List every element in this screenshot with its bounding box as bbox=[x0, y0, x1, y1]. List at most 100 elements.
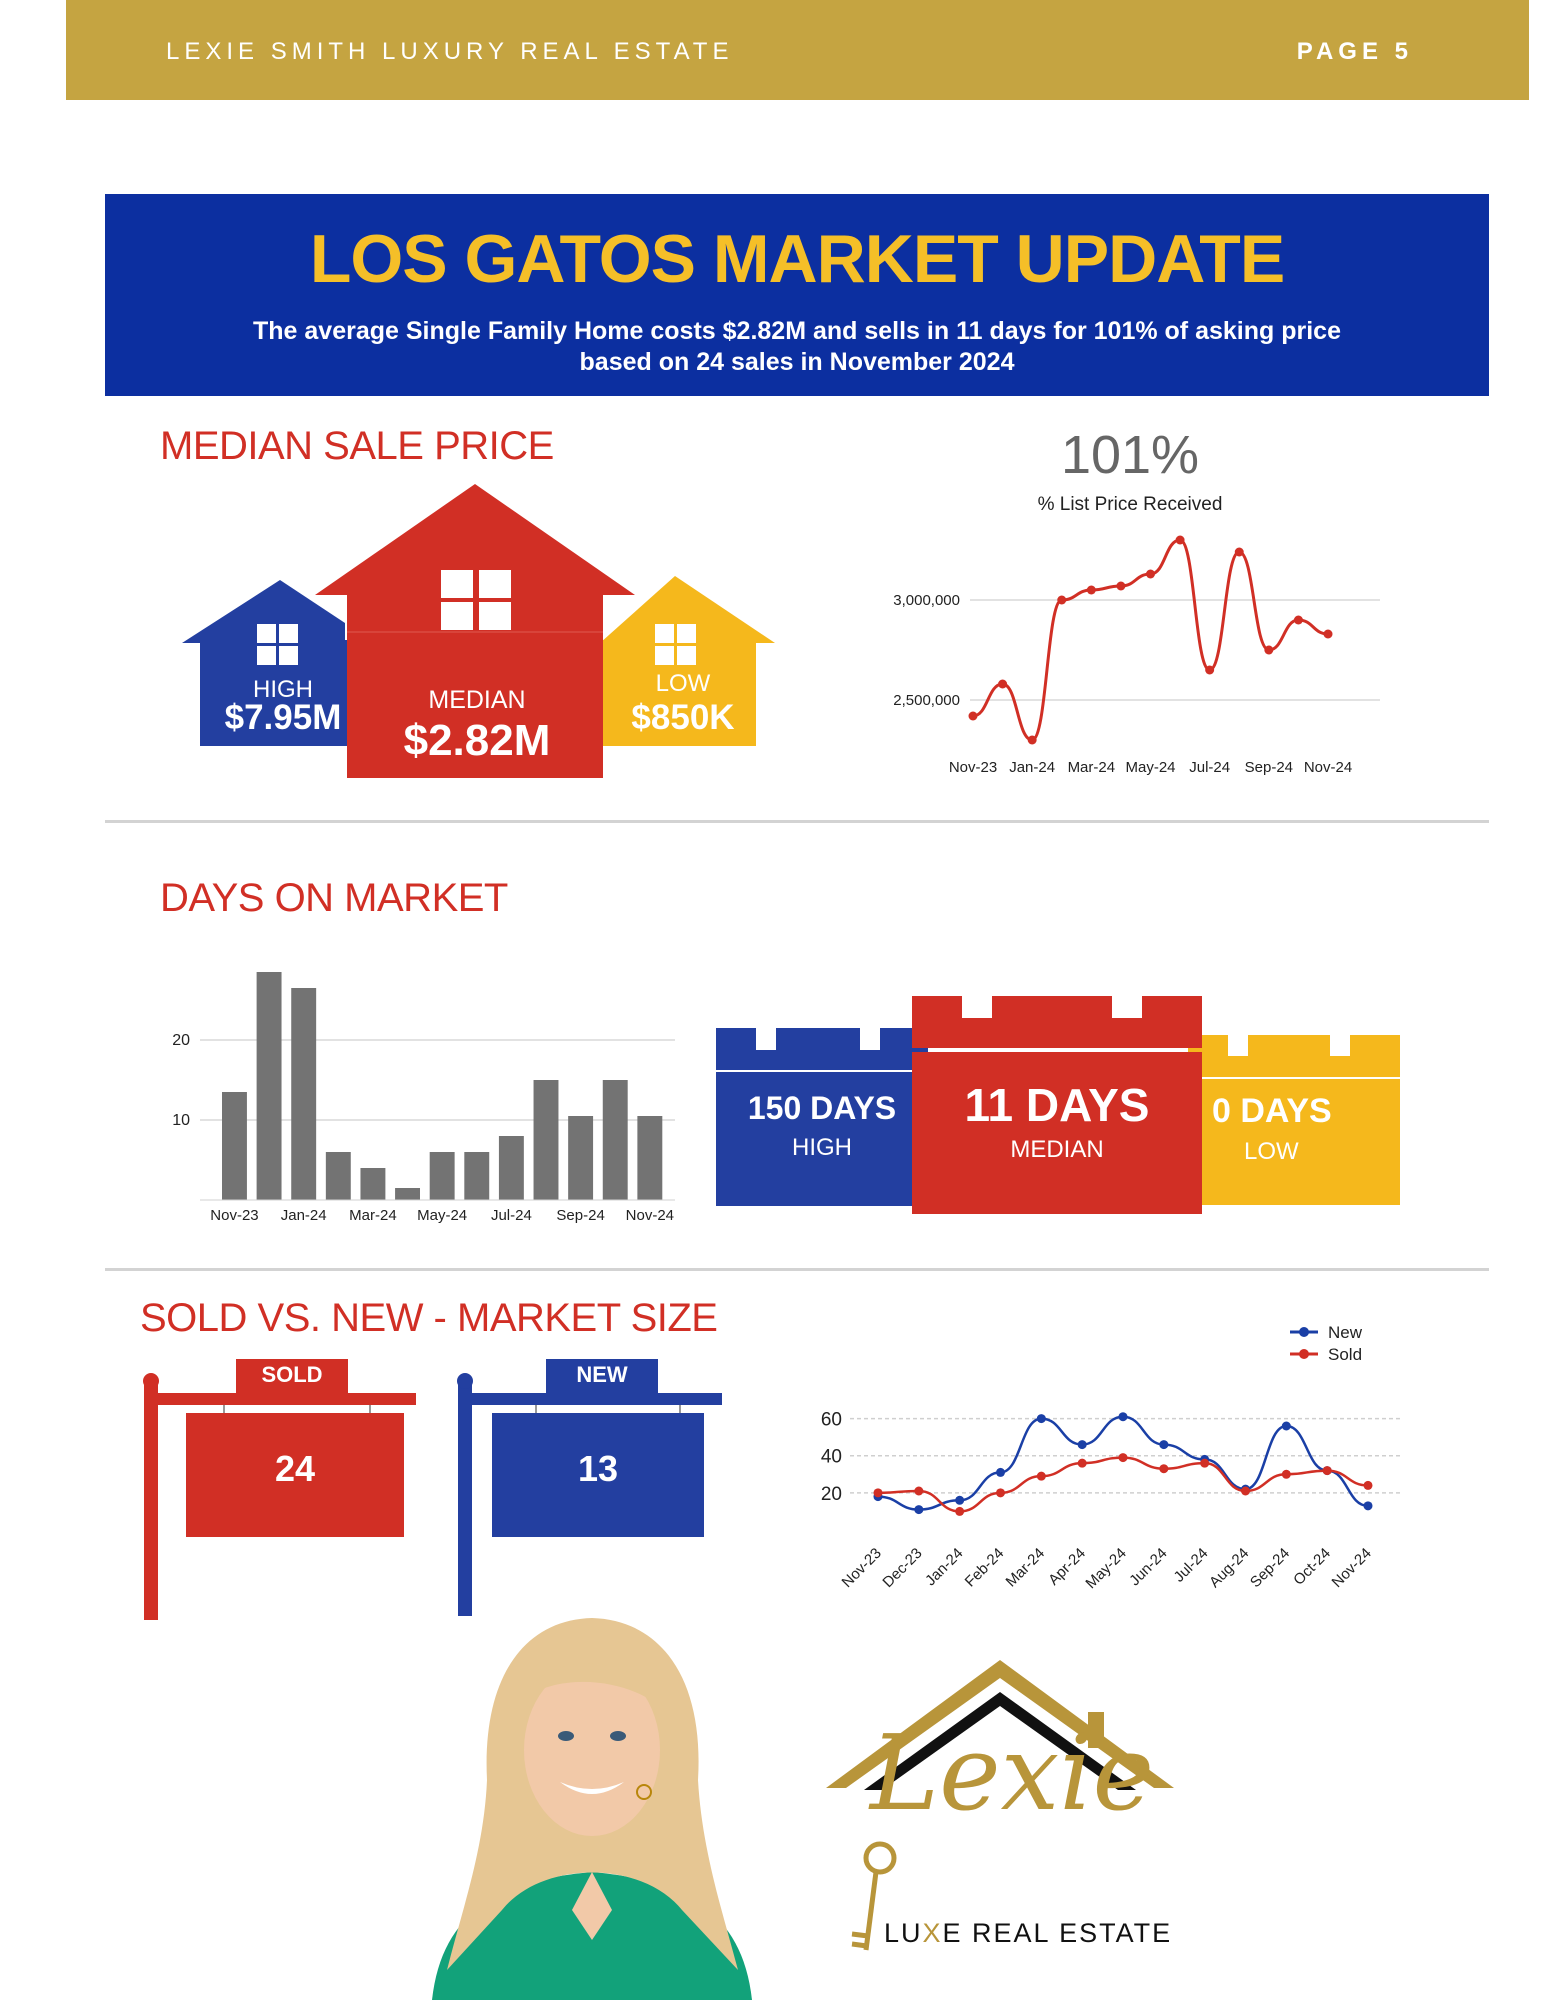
point-sold bbox=[955, 1506, 965, 1516]
x-tick-label: Jun-24 bbox=[1126, 1545, 1170, 1589]
banner-title: LOS GATOS MARKET UPDATE bbox=[309, 221, 1285, 297]
low-calendar-body bbox=[1188, 1079, 1400, 1205]
new-label: NEW bbox=[576, 1362, 628, 1387]
days-on-market-title: DAYS ON MARKET bbox=[160, 876, 508, 920]
x-tick-label: Jan-24 bbox=[281, 1207, 327, 1224]
median-price-value: $2.82M bbox=[403, 716, 551, 765]
x-tick-label: Nov-24 bbox=[626, 1207, 674, 1224]
divider-1 bbox=[105, 820, 1489, 823]
list-price-caption: % List Price Received bbox=[1037, 494, 1223, 515]
bar bbox=[498, 1136, 524, 1200]
sold-value: 24 bbox=[274, 1448, 316, 1489]
new-sign-board bbox=[492, 1413, 704, 1537]
low-house-roof bbox=[600, 576, 775, 643]
banner-subtitle-line1: The average Single Family Home costs $2.… bbox=[253, 317, 1341, 345]
y-tick-label: 10 bbox=[172, 1112, 190, 1129]
high-calendar-body bbox=[716, 1072, 928, 1206]
high-days-value: 150 DAYS bbox=[747, 1090, 897, 1126]
high-calendar-top bbox=[716, 1028, 928, 1070]
agent-portrait bbox=[432, 1618, 752, 2000]
new-sign-tag bbox=[546, 1359, 658, 1393]
median-house-window-icon bbox=[441, 570, 511, 630]
point-new bbox=[1281, 1421, 1291, 1431]
bar bbox=[464, 1152, 490, 1200]
market-size-title: SOLD VS. NEW - MARKET SIZE bbox=[140, 1296, 718, 1340]
x-tick-label: May-24 bbox=[1125, 759, 1175, 776]
bar bbox=[637, 1116, 663, 1200]
signs-graphic bbox=[143, 1359, 722, 1620]
point-sold bbox=[1200, 1458, 1210, 1468]
x-tick-label: Jan-24 bbox=[922, 1545, 966, 1589]
x-tick-label: Oct-24 bbox=[1290, 1545, 1334, 1589]
days-bar-chart: 20 10 Nov-23 Jan-24 Mar-24 May-24 Jul-24 Sep-24… bbox=[172, 972, 675, 1224]
brand-name: LEXIE SMITH LUXURY REAL ESTATE bbox=[166, 38, 734, 65]
x-tick-label: Sep-24 bbox=[1245, 759, 1293, 776]
bar bbox=[568, 1116, 594, 1200]
y-tick-label: 3,000,000 bbox=[893, 592, 960, 609]
logo-roof-inner bbox=[864, 1692, 1136, 1790]
new-value: 13 bbox=[577, 1448, 619, 1489]
point-new bbox=[914, 1505, 924, 1515]
new-sign-post bbox=[458, 1380, 472, 1616]
price-point bbox=[1264, 645, 1274, 655]
point-sold bbox=[1363, 1480, 1373, 1490]
y-tick-label: 20 bbox=[172, 1032, 190, 1049]
divider-2 bbox=[105, 1268, 1489, 1271]
sold-sign-arm bbox=[144, 1393, 416, 1405]
logo-script: Lexie bbox=[870, 1712, 1155, 1834]
logo-roof-outer bbox=[826, 1660, 1174, 1788]
point-new bbox=[1077, 1440, 1087, 1450]
x-tick-label: Nov-24 bbox=[1329, 1545, 1375, 1591]
point-new bbox=[996, 1467, 1005, 1477]
x-tick-label: Nov-24 bbox=[1304, 759, 1352, 776]
x-tick-label: Apr-24 bbox=[1045, 1545, 1089, 1589]
legend-label: New bbox=[1328, 1323, 1363, 1342]
low-house-window-icon bbox=[655, 624, 696, 665]
x-tick-label: Mar-24 bbox=[1003, 1545, 1049, 1591]
price-line-chart: 3,000,000 2,500,000 Nov-23 Jan-24 Mar-24 May-… bbox=[893, 535, 1380, 776]
legend-marker bbox=[1299, 1327, 1309, 1337]
point-sold bbox=[1281, 1469, 1291, 1479]
point-sold bbox=[1322, 1466, 1332, 1476]
median-calendar-body bbox=[912, 1052, 1202, 1214]
list-price-percent: 101% bbox=[1060, 425, 1200, 485]
logo-chimney bbox=[1088, 1712, 1104, 1748]
x-tick-label: Sep-24 bbox=[556, 1207, 604, 1224]
price-point bbox=[1146, 569, 1155, 579]
bar bbox=[291, 988, 317, 1200]
sold-label: SOLD bbox=[261, 1362, 323, 1387]
price-point bbox=[1293, 615, 1303, 625]
lexie-logo bbox=[826, 1660, 1174, 1951]
calendars-graphic bbox=[716, 980, 1400, 1214]
bar bbox=[256, 972, 282, 1200]
median-house-roof bbox=[315, 484, 635, 595]
point-sold bbox=[996, 1488, 1005, 1498]
point-new bbox=[1036, 1414, 1046, 1424]
high-days-label: HIGH bbox=[792, 1134, 852, 1161]
point-sold bbox=[1118, 1453, 1128, 1463]
x-tick-label: Nov-23 bbox=[210, 1207, 258, 1224]
legend-label: Sold bbox=[1328, 1345, 1362, 1364]
high-price-value: $7.95M bbox=[224, 698, 342, 737]
x-tick-label: Feb-24 bbox=[962, 1545, 1008, 1591]
price-point bbox=[1116, 581, 1126, 591]
bar bbox=[602, 1080, 628, 1200]
median-calendar-top bbox=[912, 996, 1202, 1048]
header-bar: LEXIE SMITH LUXURY REAL ESTATE PAGE 5 bbox=[66, 0, 1529, 100]
page-number: PAGE 5 bbox=[1296, 38, 1413, 65]
price-point bbox=[1086, 585, 1096, 595]
price-point bbox=[1205, 665, 1215, 675]
low-days-value: 0 DAYS bbox=[1212, 1092, 1332, 1130]
market-update-banner: LOS GATOS MARKET UPDATE The average Sing… bbox=[105, 194, 1489, 396]
point-sold bbox=[1241, 1486, 1250, 1496]
logo-tagline: LUXE REAL ESTATE bbox=[884, 1918, 1172, 1949]
median-sale-price-title: MEDIAN SALE PRICE bbox=[160, 424, 554, 468]
x-tick-label: Jan-24 bbox=[1009, 759, 1055, 776]
point-sold bbox=[873, 1488, 883, 1498]
logo-tagline-x: X bbox=[922, 1918, 943, 1948]
bar bbox=[360, 1168, 386, 1200]
point-sold bbox=[914, 1486, 924, 1496]
x-tick-label: Jul-24 bbox=[491, 1207, 532, 1224]
low-days-label: LOW bbox=[1244, 1138, 1299, 1165]
point-sold bbox=[1036, 1471, 1046, 1481]
